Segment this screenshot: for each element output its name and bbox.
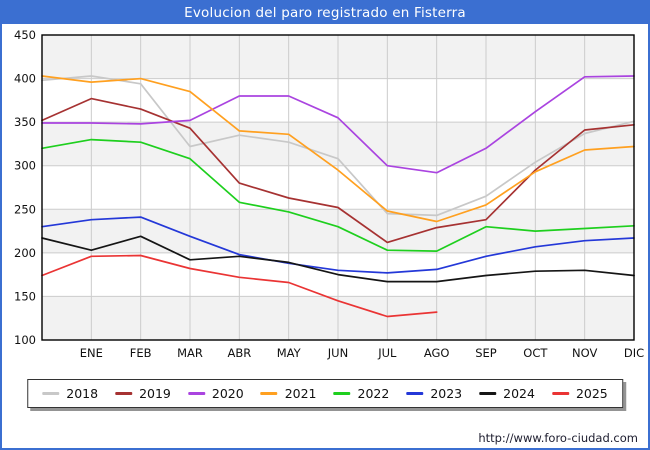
legend-label-2019: 2019 bbox=[139, 386, 171, 401]
y-tick-400: 400 bbox=[14, 72, 36, 86]
footer-url: http://www.foro-ciudad.com bbox=[478, 431, 638, 445]
series-line-2018 bbox=[41, 75, 635, 217]
legend-label-2021: 2021 bbox=[284, 386, 317, 401]
x-tick-MAR: MAR bbox=[177, 346, 203, 360]
legend-swatch-2022 bbox=[333, 392, 351, 395]
legend-item-2019: 2019 bbox=[115, 386, 171, 401]
series-line-2024 bbox=[41, 235, 635, 283]
y-tick-200: 200 bbox=[14, 246, 36, 260]
legend-item-2022: 2022 bbox=[333, 386, 390, 401]
x-tick-DIC: DIC bbox=[624, 346, 644, 360]
legend-swatch-2019 bbox=[115, 392, 133, 395]
legend-label-2025: 2025 bbox=[575, 386, 608, 401]
legend-label-2018: 2018 bbox=[66, 386, 99, 401]
y-tick-450: 450 bbox=[14, 28, 36, 42]
x-tick-JUN: JUN bbox=[327, 346, 348, 360]
legend-label-2024: 2024 bbox=[503, 386, 535, 401]
chart-title: Evolucion del paro registrado en Fisterr… bbox=[2, 2, 648, 24]
chart-legend: 2018 2019 2020 2021 2022 2023 2024 2025 bbox=[27, 379, 623, 408]
x-tick-MAY: MAY bbox=[277, 346, 302, 360]
series-line-2020 bbox=[41, 75, 635, 174]
legend-swatch-2024 bbox=[479, 392, 497, 395]
legend-swatch-2025 bbox=[551, 392, 569, 395]
series-line-2022 bbox=[41, 138, 635, 252]
legend-item-2021: 2021 bbox=[260, 386, 317, 401]
legend-item-2025: 2025 bbox=[551, 386, 608, 401]
x-tick-SEP: SEP bbox=[475, 346, 497, 360]
legend-swatch-2021 bbox=[260, 392, 278, 395]
y-tick-300: 300 bbox=[14, 159, 36, 173]
series-line-2025 bbox=[41, 254, 438, 318]
x-tick-ENE: ENE bbox=[80, 346, 103, 360]
legend-label-2022: 2022 bbox=[357, 386, 390, 401]
legend-swatch-2018 bbox=[42, 392, 60, 395]
x-tick-NOV: NOV bbox=[572, 346, 597, 360]
x-tick-JUL: JUL bbox=[377, 346, 397, 360]
legend-item-2024: 2024 bbox=[479, 386, 535, 401]
legend-item-2020: 2020 bbox=[187, 386, 244, 401]
x-tick-ABR: ABR bbox=[227, 346, 251, 360]
legend-item-2018: 2018 bbox=[42, 386, 98, 401]
legend-item-2023: 2023 bbox=[406, 386, 462, 401]
y-tick-100: 100 bbox=[14, 333, 36, 347]
x-tick-AGO: AGO bbox=[424, 346, 450, 360]
legend-swatch-2020 bbox=[187, 392, 205, 395]
y-tick-150: 150 bbox=[14, 289, 36, 303]
series-line-2021 bbox=[41, 75, 635, 223]
legend-swatch-2023 bbox=[406, 392, 424, 395]
series-line-2023 bbox=[41, 216, 635, 274]
legend-label-2020: 2020 bbox=[211, 386, 244, 401]
series-line-2019 bbox=[41, 97, 635, 244]
y-tick-350: 350 bbox=[14, 115, 36, 129]
y-tick-250: 250 bbox=[14, 202, 36, 216]
legend-label-2023: 2023 bbox=[430, 386, 463, 401]
x-tick-FEB: FEB bbox=[130, 346, 152, 360]
x-tick-OCT: OCT bbox=[523, 346, 548, 360]
